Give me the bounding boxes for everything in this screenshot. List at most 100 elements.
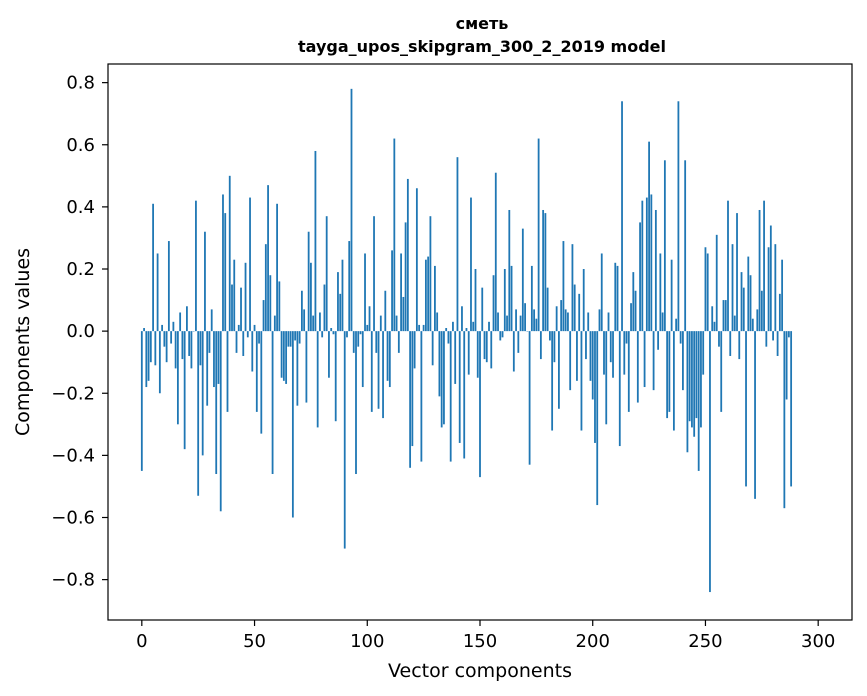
bar-127	[427, 256, 430, 332]
bar-21	[188, 331, 191, 356]
bar-85	[332, 331, 335, 335]
bar-196	[582, 269, 585, 332]
bar-200	[591, 331, 594, 400]
bar-192	[573, 284, 576, 332]
bar-111	[391, 250, 393, 332]
bar-56	[267, 185, 269, 332]
bar-98	[361, 331, 364, 388]
bar-212	[618, 331, 621, 447]
bar-35	[219, 331, 222, 512]
bar-22	[190, 331, 193, 369]
bar-3	[147, 331, 150, 381]
bar-117	[404, 222, 407, 332]
y-tick-label: 0.6	[66, 135, 95, 156]
bar-188	[564, 309, 567, 332]
bar-273	[756, 309, 759, 332]
bar-175	[535, 318, 538, 332]
bar-187	[562, 241, 565, 332]
y-tick-label: −0.4	[51, 445, 95, 466]
bar-281	[774, 244, 777, 332]
bar-147	[472, 321, 475, 332]
bar-29	[206, 331, 209, 406]
x-axis-label: Vector components	[388, 660, 572, 682]
bar-33	[215, 331, 218, 475]
bar-70	[298, 331, 301, 344]
bar-259	[724, 300, 727, 332]
bar-97	[359, 331, 362, 335]
bar-225	[648, 141, 650, 332]
bar-4	[149, 331, 152, 363]
bar-17	[179, 312, 182, 332]
bar-252	[709, 331, 711, 593]
bar-174	[533, 309, 536, 332]
bar-103	[373, 216, 375, 332]
bar-76	[312, 315, 315, 332]
y-tick-label: 0.2	[66, 259, 95, 280]
bar-240	[682, 331, 684, 391]
bar-96	[357, 331, 360, 347]
bar-116	[402, 296, 405, 332]
bar-258	[722, 300, 725, 332]
bar-99	[364, 253, 366, 332]
bar-24	[195, 200, 197, 332]
bar-41	[233, 259, 236, 332]
bar-260	[727, 200, 729, 332]
bar-67	[291, 331, 294, 518]
bar-151	[481, 287, 484, 332]
bar-197	[585, 331, 587, 360]
bar-12	[167, 241, 170, 332]
bar-125	[422, 324, 425, 332]
bar-265	[738, 331, 741, 360]
bar-43	[237, 324, 240, 332]
bar-100	[366, 324, 369, 332]
bar-79	[319, 312, 321, 332]
bar-204	[600, 253, 603, 332]
bar-66	[289, 331, 292, 347]
bar-144	[465, 328, 468, 332]
chart-subtitle: tayga_upos_skipgram_300_2_2019 model	[298, 37, 666, 56]
bar-286	[785, 331, 788, 400]
bar-15	[174, 331, 177, 369]
bar-279	[769, 225, 772, 332]
x-axis-ticks: 0 50 100 150 200 250 300	[136, 620, 835, 652]
bar-39	[228, 175, 231, 332]
bar-61	[278, 281, 281, 332]
y-tick-label: −0.8	[51, 570, 95, 591]
x-tick-label: 200	[576, 631, 610, 652]
bar-30	[208, 331, 211, 353]
bar-91	[346, 331, 348, 338]
x-tick-label: 50	[243, 631, 266, 652]
bar-16	[176, 331, 179, 425]
bar-218	[632, 272, 635, 332]
bar-19	[183, 331, 186, 450]
bar-120	[411, 331, 414, 447]
bar-146	[470, 197, 472, 332]
bar-84	[330, 328, 333, 332]
bar-65	[287, 331, 290, 347]
bar-50	[253, 324, 256, 332]
bar-198	[587, 312, 590, 332]
bar-131	[436, 312, 439, 332]
bar-238	[677, 101, 680, 332]
bar-119	[409, 331, 412, 468]
bar-266	[740, 272, 743, 332]
bar-285	[783, 331, 786, 509]
bar-173	[530, 265, 533, 332]
bar-6	[154, 331, 157, 366]
bar-244	[691, 331, 693, 428]
bar-179	[544, 213, 547, 332]
bar-234	[668, 331, 671, 412]
bar-246	[695, 331, 698, 419]
bar-213	[621, 101, 623, 332]
y-tick-label: 0.0	[66, 321, 95, 342]
bar-82	[325, 216, 328, 332]
bar-164	[510, 265, 513, 332]
bar-206	[605, 331, 608, 425]
bar-274	[758, 209, 761, 332]
bar-112	[393, 138, 396, 332]
bar-191	[571, 244, 574, 332]
bar-263	[733, 315, 736, 332]
bar-256	[718, 331, 720, 347]
bar-124	[420, 331, 423, 462]
bar-205	[603, 331, 605, 375]
